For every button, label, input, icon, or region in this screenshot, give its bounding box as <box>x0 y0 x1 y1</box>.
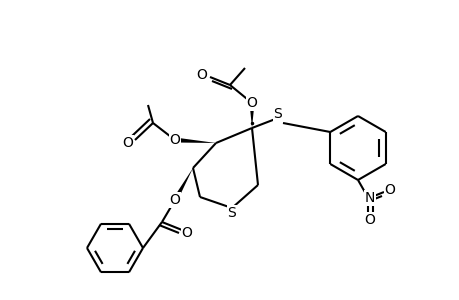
Text: O: O <box>169 193 180 207</box>
Text: N: N <box>364 191 375 205</box>
Polygon shape <box>173 168 193 201</box>
Text: O: O <box>384 183 395 197</box>
Polygon shape <box>249 103 254 128</box>
Text: O: O <box>169 133 180 147</box>
Text: O: O <box>181 226 192 240</box>
Text: S: S <box>227 206 236 220</box>
Polygon shape <box>174 137 216 143</box>
Text: S: S <box>273 107 282 121</box>
Text: O: O <box>196 68 207 82</box>
Text: O: O <box>246 96 257 110</box>
Text: O: O <box>364 213 375 227</box>
Text: O: O <box>122 136 133 150</box>
